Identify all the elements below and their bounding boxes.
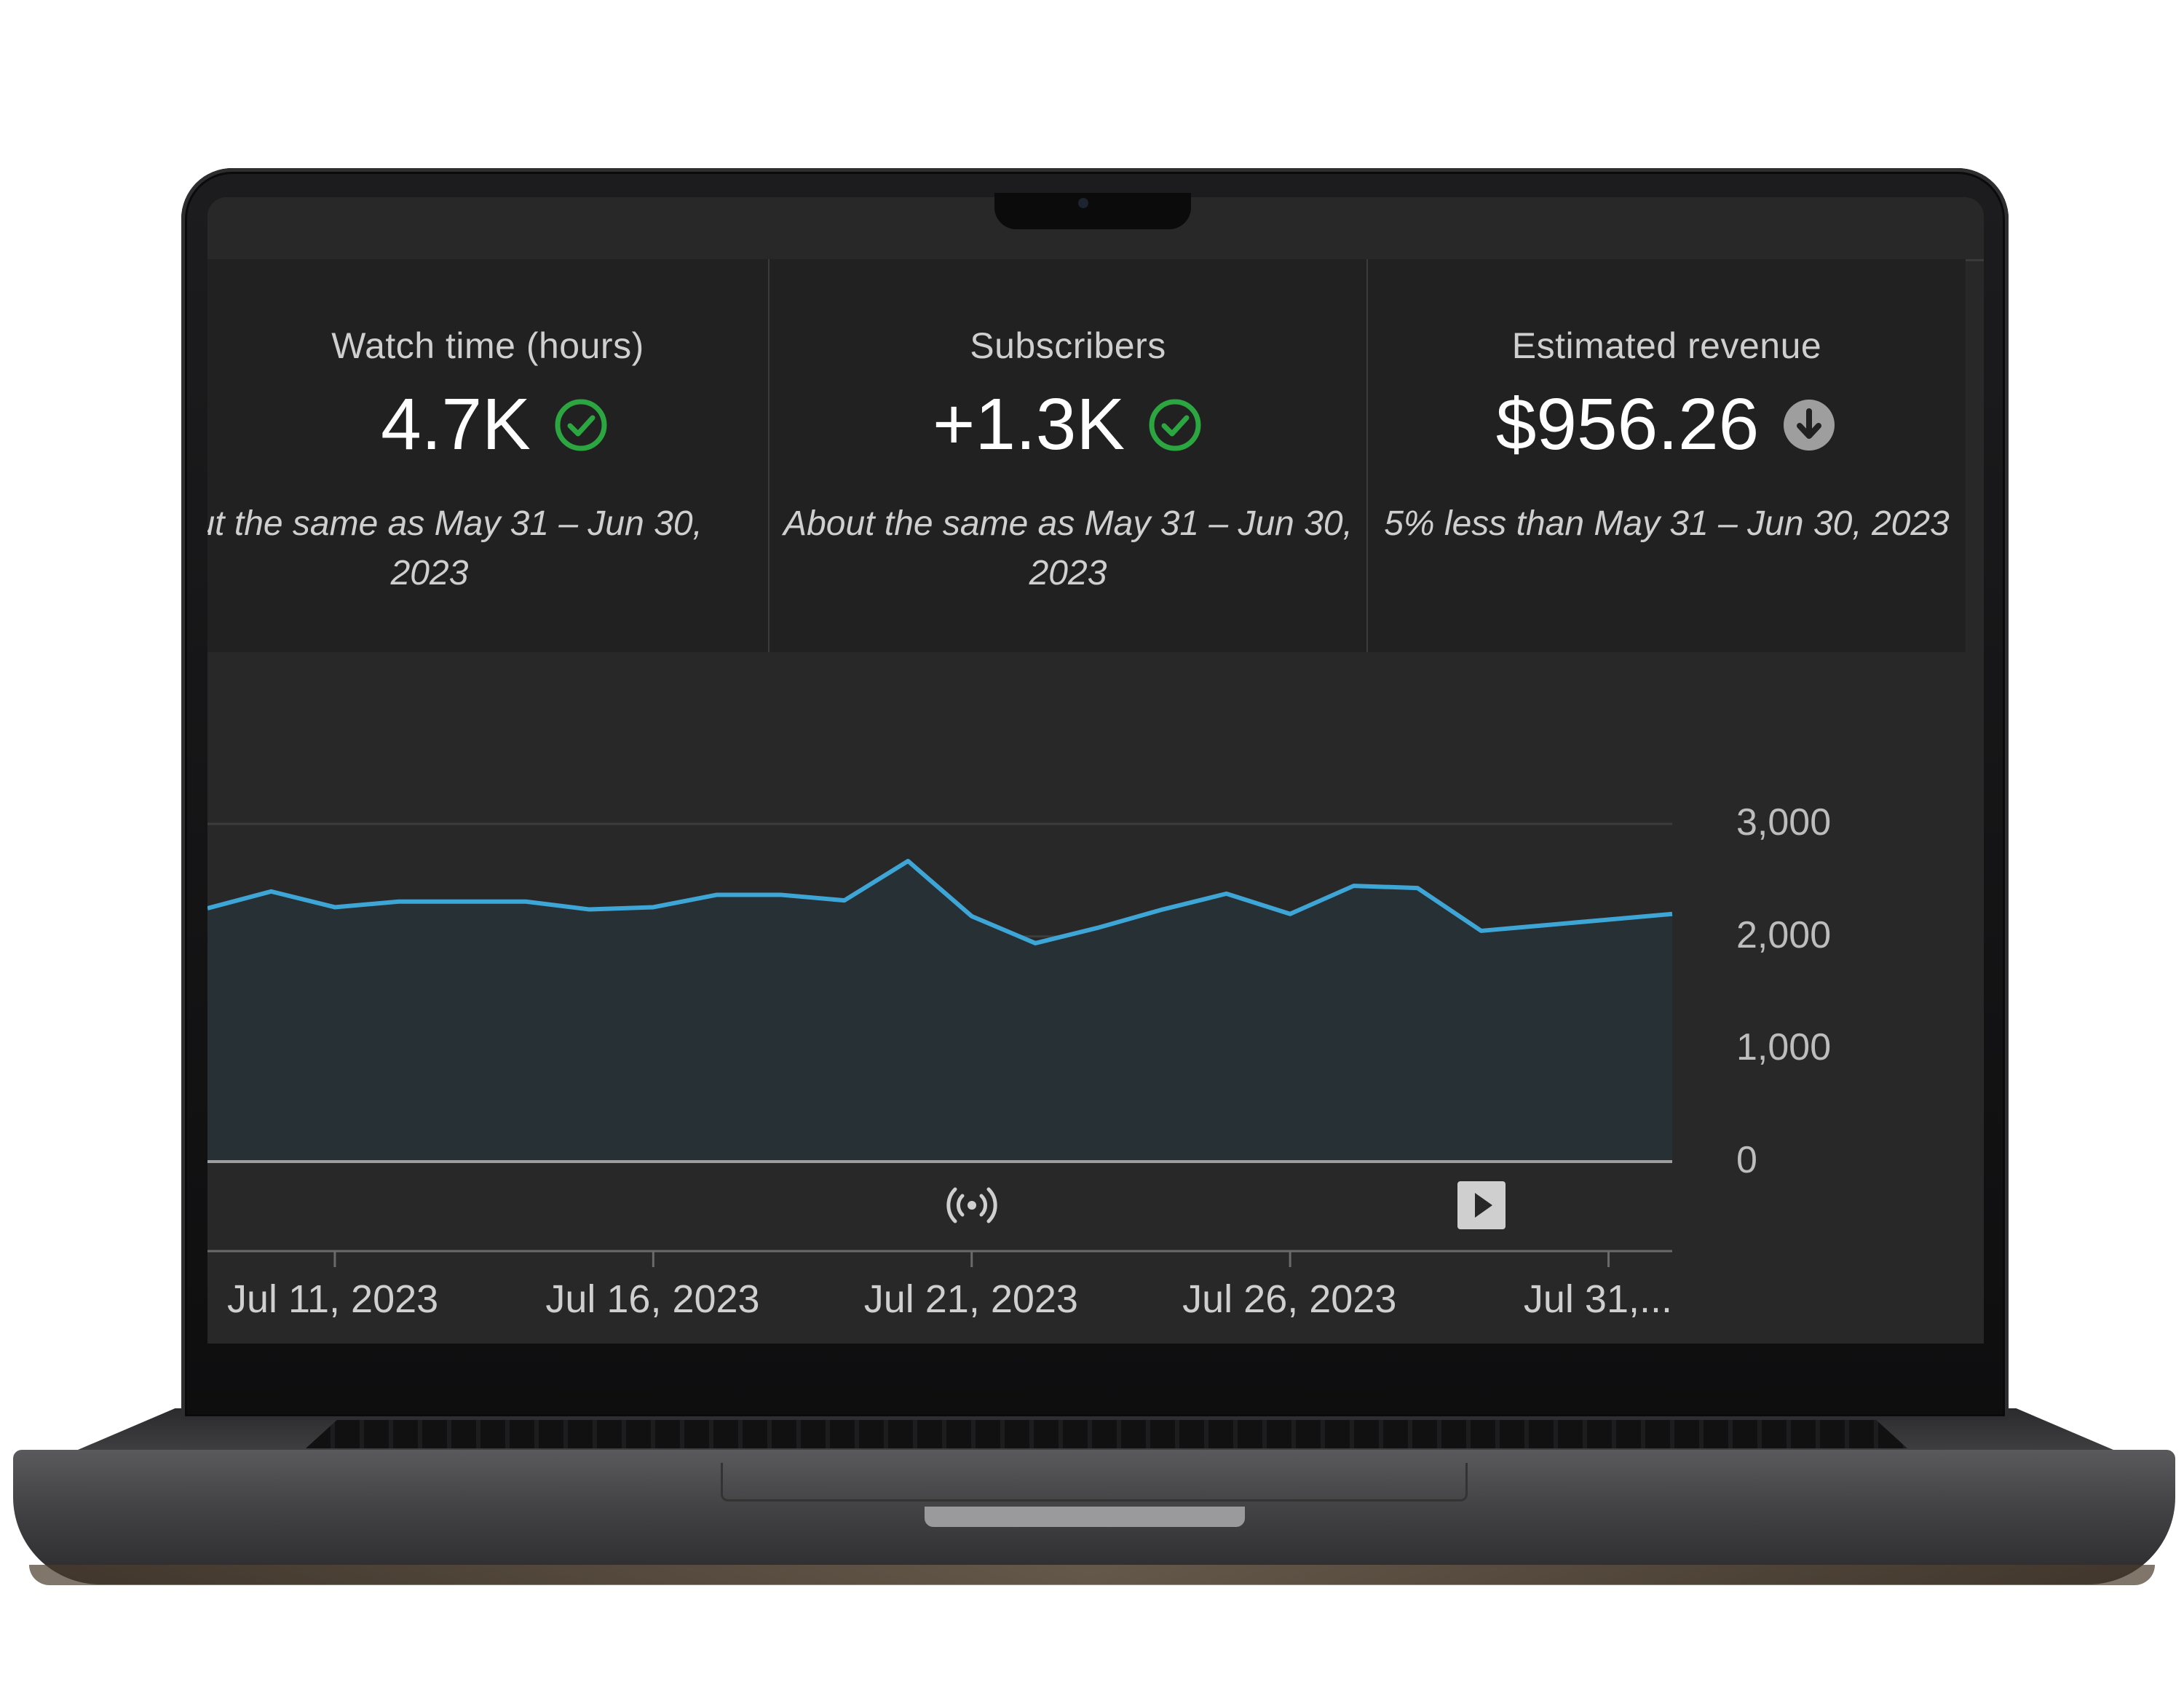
metric-value-row: +1.3K (769, 383, 1366, 467)
laptop-keyboard (306, 1419, 1907, 1448)
y-tick-label: 3,000 (1736, 801, 1832, 844)
metric-value: $956.26 (1495, 384, 1760, 465)
laptop-rim (29, 1565, 2155, 1585)
laptop-trackpad (721, 1463, 1468, 1501)
metric-value: 4.7K (381, 384, 531, 465)
metric-label: Estimated revenue (1511, 325, 1822, 366)
metric-comparison: bout the same as May 31 – Jun 30, 2023 (207, 504, 703, 592)
metric-card-subscribers[interactable]: Subscribers +1.3K About the same as May … (769, 259, 1368, 652)
laptop-screen: Watch time (hours) 4.7K bout the same as… (207, 197, 1984, 1344)
metric-cards: Watch time (hours) 4.7K bout the same as… (207, 259, 1966, 652)
watch-time-chart: 3,000 2,000 1,000 0 Jul 11, 2023 Jul 16, 202… (207, 652, 1966, 1344)
check-icon (1147, 397, 1203, 453)
metric-label: Watch time (hours) (331, 325, 644, 366)
live-stream-icon[interactable] (943, 1183, 1001, 1231)
metric-comparison: 5% less than May 31 – Jun 30, 2023 (1384, 504, 1950, 543)
camera-notch (994, 193, 1191, 229)
laptop-lip (925, 1507, 1245, 1527)
video-play-icon[interactable] (1456, 1180, 1507, 1234)
metric-card-revenue[interactable]: Estimated revenue $956.26 5% less than M… (1368, 259, 1966, 652)
y-tick-label: 0 (1736, 1139, 1757, 1181)
x-tick-label: Jul 21, 2023 (863, 1277, 1078, 1321)
y-tick-label: 1,000 (1736, 1026, 1832, 1069)
metric-label: Subscribers (970, 325, 1166, 366)
x-tick-label: Jul 31,... (1523, 1277, 1672, 1321)
y-tick-label: 2,000 (1736, 913, 1832, 956)
x-tick-label: Jul 26, 2023 (1182, 1277, 1397, 1321)
metric-value: +1.3K (932, 384, 1125, 465)
arrow-down-icon (1781, 397, 1837, 453)
metric-comparison: About the same as May 31 – Jun 30, 2023 (783, 504, 1353, 592)
metric-value-row: $956.26 (1368, 383, 1966, 467)
chart-canvas (207, 822, 1673, 1267)
metric-value-row: 4.7K (207, 383, 768, 467)
x-tick-label: Jul 16, 2023 (545, 1277, 760, 1321)
series-area (207, 861, 1672, 1162)
x-tick-label: Jul 11, 2023 (226, 1277, 439, 1321)
check-icon (553, 397, 609, 453)
series-line (207, 859, 1673, 945)
camera-icon (1078, 198, 1088, 208)
metric-card-watch-time[interactable]: Watch time (hours) 4.7K bout the same as… (207, 259, 769, 652)
